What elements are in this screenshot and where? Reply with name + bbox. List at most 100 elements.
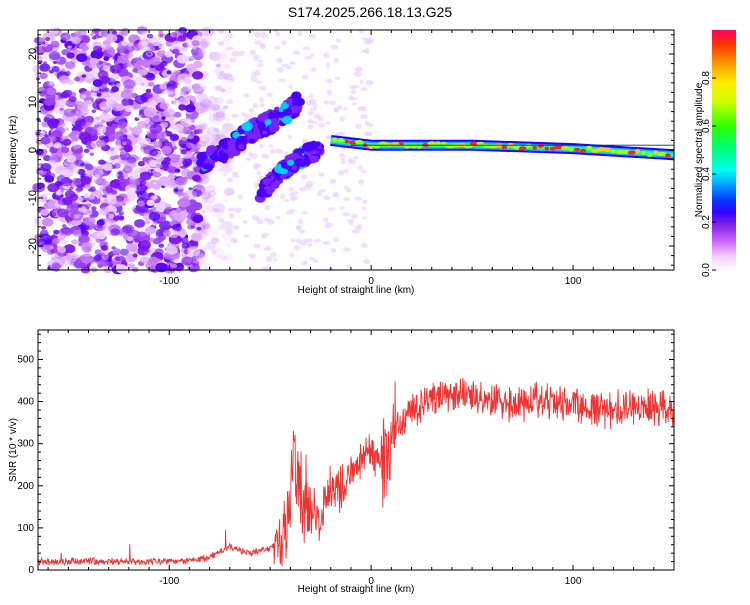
spectrogram-noise-blob	[192, 214, 204, 224]
spectrogram-branch-blob	[291, 91, 302, 101]
spectrogram-faint-blob	[243, 93, 250, 98]
spectrogram-branch-blob	[256, 188, 267, 198]
spectrogram-faint-blob	[351, 213, 358, 219]
spectrogram-faint-blob	[354, 66, 363, 72]
spectrogram-noise-blob	[134, 95, 147, 105]
snr-ytick-label: 400	[17, 397, 34, 408]
spectrogram-noise-blob	[225, 242, 232, 248]
spectrogram-noise-blob	[107, 185, 112, 189]
spectrogram-noise-blob	[157, 237, 164, 243]
spectrogram-noise-blob	[94, 174, 100, 179]
spectrogram-noise-blob	[126, 236, 134, 242]
spectrogram-noise-blob	[201, 38, 207, 42]
spectrogram-faint-blob	[254, 69, 261, 76]
spectrogram-noise-blob	[93, 45, 103, 53]
spectrogram-noise-blob	[89, 92, 98, 99]
spectrogram-faint-blob	[300, 174, 308, 180]
spectrogram-faint-blob	[281, 40, 287, 46]
spectrogram-noise-blob	[122, 198, 130, 204]
spectrogram-faint-blob	[259, 85, 267, 91]
snr-ytick-label: 200	[17, 481, 34, 492]
spectrogram-faint-blob	[290, 238, 296, 243]
spectrogram-noise-blob	[218, 209, 225, 215]
spectrogram-noise-blob	[159, 43, 165, 47]
spectrogram-faint-blob	[301, 210, 309, 215]
spectrogram-noise-blob	[103, 113, 115, 122]
spectrogram-noise-blob	[224, 188, 235, 196]
spectrogram-noise-blob	[165, 245, 178, 255]
spectrogram-noise-blob	[39, 63, 51, 72]
spectrogram-noise-blob	[185, 205, 197, 214]
spectrogram-peak-blob	[627, 150, 636, 155]
spectrogram-faint-blob	[310, 67, 317, 72]
spectrogram-peak-blob	[580, 148, 587, 153]
spectrogram-branch-blob	[238, 144, 245, 150]
spectrogram-peak-blob	[476, 141, 484, 146]
snr-xtick-label: 100	[565, 576, 582, 587]
spectrogram-faint-blob	[307, 243, 313, 247]
spectrogram-branch-blob	[280, 102, 289, 110]
spectrogram-noise-blob	[168, 230, 179, 238]
spectrogram-noise-blob	[177, 186, 183, 190]
spectrogram-branch-blob	[310, 155, 320, 163]
spectrogram-noise-blob	[157, 131, 168, 139]
spectrogram-noise-blob	[92, 28, 98, 34]
spectrogram-noise-blob	[217, 74, 224, 80]
spectrogram-noise-blob	[149, 123, 163, 134]
spectrogram-faint-blob	[352, 102, 357, 106]
spectrogram-noise-blob	[197, 93, 208, 102]
spectrogram-noise-blob	[44, 114, 55, 122]
spectrogram-noise-blob	[137, 68, 148, 76]
spectrogram-noise-blob	[201, 123, 207, 128]
spectrogram-faint-blob	[255, 80, 262, 84]
spectrogram-noise-blob	[213, 67, 224, 76]
spectrogram-noise-blob	[148, 149, 159, 157]
spectrogram-noise-blob	[202, 231, 208, 236]
spectrogram-faint-blob	[317, 122, 326, 128]
spectrogram-noise-blob	[74, 76, 81, 82]
spectrogram-noise-blob	[111, 86, 119, 93]
spectrogram-noise-blob	[184, 104, 196, 113]
spectrogram-noise-blob	[113, 56, 118, 60]
spectrogram-noise-blob	[222, 232, 232, 240]
spectrogram-noise-blob	[165, 131, 173, 137]
spectrogram-faint-blob	[325, 121, 331, 125]
spectrogram-noise-blob	[172, 100, 178, 105]
spectrogram-noise-blob	[106, 47, 116, 55]
spectrogram-noise-blob	[83, 148, 90, 153]
spectrogram-branch-blob	[262, 178, 271, 186]
spectrogram-noise-blob	[178, 97, 188, 105]
spectrogram-noise-blob	[46, 87, 57, 96]
spectrogram-faint-blob	[238, 194, 243, 200]
spectrogram-faint-blob	[327, 207, 336, 211]
spectrogram-peak-blob	[434, 141, 441, 146]
spectrogram-noise-blob	[213, 51, 226, 61]
spectrogram-noise-blob	[144, 226, 156, 235]
spectrogram-noise-blob	[208, 51, 221, 61]
spectrogram-faint-blob	[245, 157, 252, 161]
spectrogram-peak-blob	[544, 146, 549, 151]
spectrogram-noise-blob	[141, 31, 149, 36]
spectrogram-noise-blob	[202, 101, 215, 111]
spectrogram-noise-blob	[38, 37, 46, 43]
spectrogram-faint-blob	[253, 182, 260, 188]
spectrogram-peak-blob	[332, 137, 338, 142]
spectrogram-noise-blob	[42, 218, 54, 227]
spectrogram-faint-blob	[325, 79, 333, 84]
spectrogram-faint-blob	[230, 237, 238, 243]
spectrogram-faint-blob	[259, 143, 264, 149]
spectrogram-branch-blob	[268, 112, 276, 119]
spectrogram-noise-blob	[194, 101, 205, 110]
spectrogram-noise-blob	[78, 196, 84, 201]
spectrogram-faint-blob	[310, 53, 315, 57]
spectrogram-noise-blob	[158, 30, 164, 34]
spectrogram-noise-blob	[60, 177, 73, 187]
spectrogram-noise-blob	[84, 163, 89, 167]
spectrogram-peak-blob	[532, 145, 537, 150]
spectrogram-faint-blob	[237, 50, 246, 54]
spectrogram-noise-blob	[220, 163, 233, 174]
spectrogram-ytick-label: -20	[27, 238, 39, 254]
spectrogram-noise-blob	[176, 54, 189, 64]
spectrogram-noise-blob	[211, 247, 225, 258]
spectrogram-faint-blob	[256, 171, 262, 176]
